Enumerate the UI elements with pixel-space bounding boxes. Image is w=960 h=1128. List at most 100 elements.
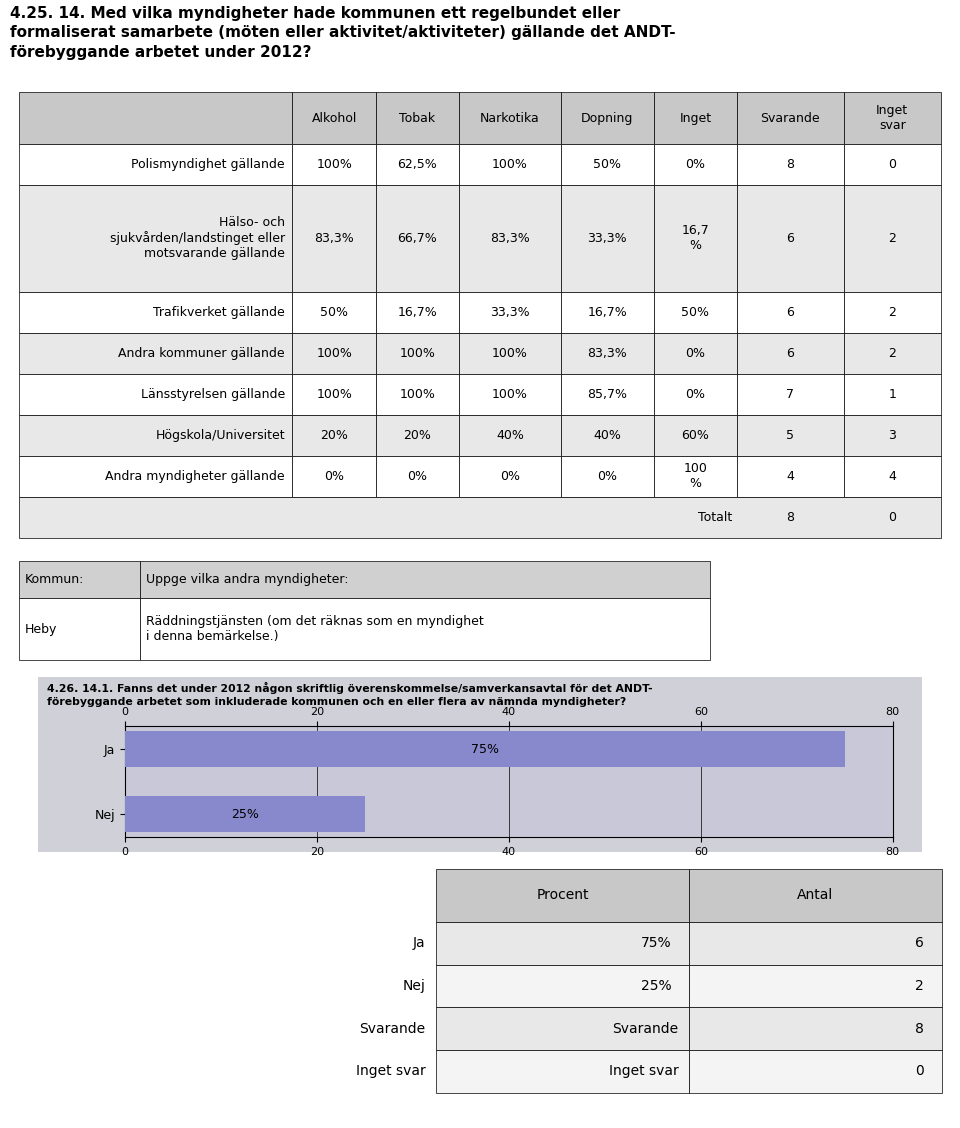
Text: 3: 3: [888, 429, 896, 442]
Bar: [689, 964, 942, 1007]
Bar: [844, 415, 941, 456]
Bar: [375, 333, 459, 373]
Text: 2: 2: [888, 306, 896, 319]
Text: Kommun:: Kommun:: [25, 573, 84, 585]
Text: Hälso- och
sjukvården/landstinget eller
motsvarande gällande: Hälso- och sjukvården/landstinget eller …: [110, 217, 285, 261]
Bar: [140, 561, 710, 598]
Bar: [19, 143, 293, 185]
Bar: [737, 373, 844, 415]
Bar: [459, 333, 561, 373]
Text: Andra kommuner gällande: Andra kommuner gällande: [118, 347, 285, 360]
Bar: [737, 456, 844, 497]
Text: 20%: 20%: [321, 429, 348, 442]
Text: 6: 6: [786, 232, 794, 245]
Bar: [19, 185, 293, 292]
Bar: [654, 456, 737, 497]
Text: 16,7%: 16,7%: [588, 306, 627, 319]
Text: 75%: 75%: [640, 936, 671, 950]
Bar: [689, 1007, 942, 1050]
Bar: [844, 185, 941, 292]
Bar: [844, 92, 941, 143]
Bar: [436, 1007, 689, 1050]
Text: 0%: 0%: [597, 470, 617, 483]
Bar: [436, 964, 689, 1007]
Bar: [375, 456, 459, 497]
Bar: [689, 869, 942, 922]
Text: Tobak: Tobak: [399, 112, 436, 124]
Bar: [459, 415, 561, 456]
Bar: [459, 456, 561, 497]
Bar: [293, 333, 375, 373]
Text: Räddningstjänsten (om det räknas som en myndighet
i denna bemärkelse.): Räddningstjänsten (om det räknas som en …: [146, 615, 484, 643]
Text: Heby: Heby: [25, 623, 57, 635]
Text: 0: 0: [915, 1065, 924, 1078]
Text: 4.25. 14. Med vilka myndigheter hade kommunen ett regelbundet eller
formaliserat: 4.25. 14. Med vilka myndigheter hade kom…: [10, 6, 675, 60]
Text: 33,3%: 33,3%: [491, 306, 530, 319]
Text: 2: 2: [888, 232, 896, 245]
Bar: [459, 373, 561, 415]
Text: 60%: 60%: [682, 429, 709, 442]
Bar: [19, 92, 293, 143]
Text: 6: 6: [786, 306, 794, 319]
Text: 2: 2: [888, 347, 896, 360]
Text: 0%: 0%: [685, 388, 706, 400]
Text: Trafikverket gällande: Trafikverket gällande: [154, 306, 285, 319]
Text: Inget svar: Inget svar: [356, 1065, 425, 1078]
Text: Nej: Nej: [403, 979, 425, 993]
Text: 7: 7: [786, 388, 794, 400]
Bar: [293, 292, 375, 333]
Bar: [293, 415, 375, 456]
Bar: [293, 373, 375, 415]
Bar: [459, 143, 561, 185]
Text: Svarande: Svarande: [760, 112, 820, 124]
Bar: [436, 869, 689, 922]
Bar: [561, 456, 654, 497]
Bar: [19, 561, 140, 598]
Bar: [561, 185, 654, 292]
Text: 0%: 0%: [500, 470, 520, 483]
Bar: [561, 373, 654, 415]
Bar: [737, 292, 844, 333]
Text: 25%: 25%: [230, 808, 259, 821]
Bar: [125, 796, 365, 832]
Text: 100%: 100%: [316, 388, 352, 400]
Text: 16,7%: 16,7%: [397, 306, 438, 319]
Bar: [654, 333, 737, 373]
Text: 4: 4: [786, 470, 794, 483]
Bar: [19, 333, 293, 373]
Text: 0%: 0%: [324, 470, 344, 483]
Bar: [844, 143, 941, 185]
Text: 40%: 40%: [496, 429, 524, 442]
Bar: [375, 92, 459, 143]
Text: Totalt: Totalt: [698, 511, 732, 525]
Bar: [436, 1050, 689, 1093]
Bar: [737, 143, 844, 185]
Bar: [561, 333, 654, 373]
Text: 8: 8: [786, 158, 794, 170]
Bar: [844, 373, 941, 415]
Text: Svarande: Svarande: [360, 1022, 425, 1036]
Bar: [140, 598, 710, 660]
Text: Uppge vilka andra myndigheter:: Uppge vilka andra myndigheter:: [146, 573, 348, 585]
Text: Inget
svar: Inget svar: [876, 104, 908, 132]
Text: 16,7
%: 16,7 %: [682, 224, 709, 253]
Text: 100%: 100%: [399, 347, 436, 360]
Bar: [125, 731, 845, 767]
Text: 83,3%: 83,3%: [588, 347, 627, 360]
Bar: [293, 92, 375, 143]
Bar: [689, 1050, 942, 1093]
Bar: [737, 333, 844, 373]
Bar: [459, 92, 561, 143]
Text: 1: 1: [888, 388, 896, 400]
Bar: [19, 456, 293, 497]
Text: 100%: 100%: [399, 388, 436, 400]
Bar: [561, 292, 654, 333]
Text: Narkotika: Narkotika: [480, 112, 540, 124]
Text: Polismyndighet gällande: Polismyndighet gällande: [132, 158, 285, 170]
Text: 20%: 20%: [403, 429, 431, 442]
Bar: [654, 185, 737, 292]
Bar: [19, 292, 293, 333]
Bar: [375, 185, 459, 292]
Bar: [459, 185, 561, 292]
Bar: [654, 292, 737, 333]
